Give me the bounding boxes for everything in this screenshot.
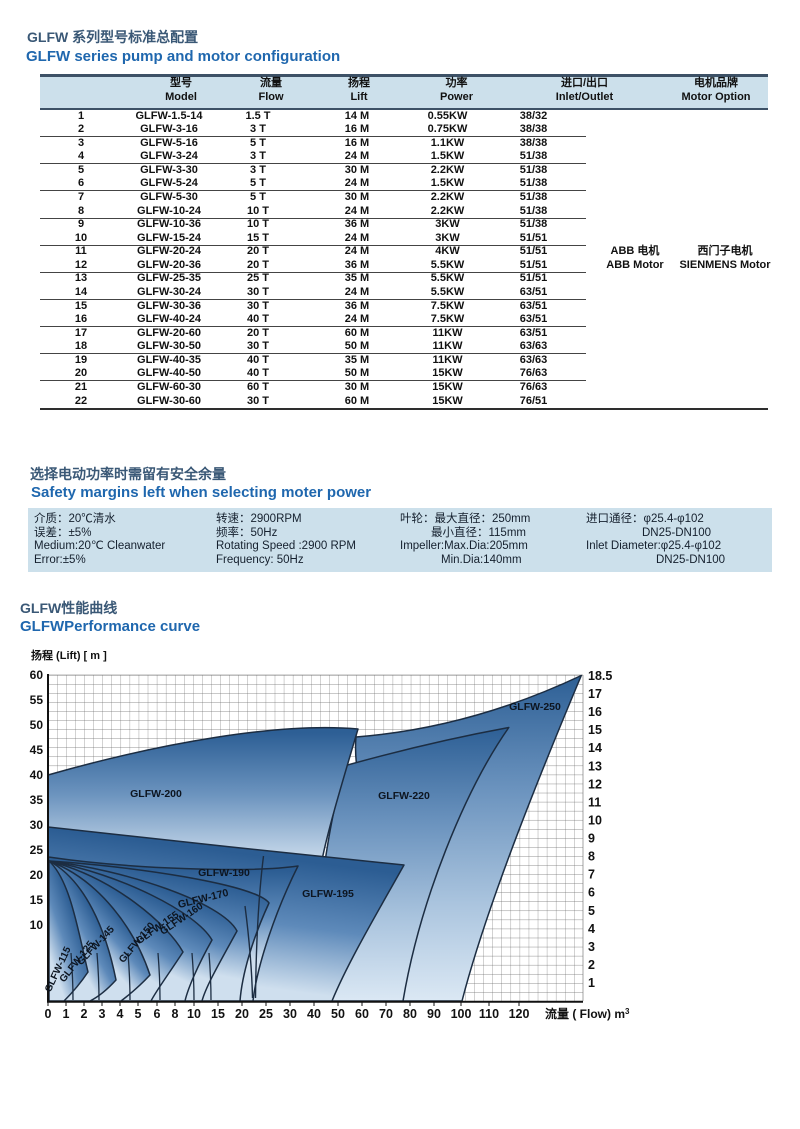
svg-text:25: 25 [259, 1007, 273, 1021]
svg-text:90: 90 [427, 1007, 441, 1021]
svg-text:2: 2 [81, 1007, 88, 1021]
svg-text:3: 3 [99, 1007, 106, 1021]
svg-text:15: 15 [588, 723, 602, 737]
svg-text:2: 2 [588, 958, 595, 972]
svg-text:8: 8 [172, 1007, 179, 1021]
svg-text:16: 16 [588, 705, 602, 719]
svg-text:10: 10 [588, 813, 602, 827]
svg-text:GLFW-190: GLFW-190 [198, 867, 250, 879]
svg-text:GLFW-250: GLFW-250 [509, 701, 561, 713]
svg-text:55: 55 [30, 693, 44, 707]
svg-text:GLFW-220: GLFW-220 [378, 790, 430, 802]
svg-text:GLFW-195: GLFW-195 [302, 888, 354, 900]
svg-text:14: 14 [588, 741, 602, 755]
svg-text:15: 15 [30, 893, 44, 907]
svg-text:GLFW-200: GLFW-200 [130, 788, 182, 800]
svg-text:80: 80 [403, 1007, 417, 1021]
svg-text:60: 60 [355, 1007, 369, 1021]
svg-text:11: 11 [588, 795, 601, 809]
svg-text:4: 4 [117, 1007, 124, 1021]
svg-text:25: 25 [30, 843, 44, 857]
svg-text:12: 12 [588, 777, 602, 791]
svg-text:30: 30 [30, 818, 44, 832]
svg-text:70: 70 [379, 1007, 393, 1021]
svg-text:13: 13 [588, 759, 602, 773]
svg-text:50: 50 [30, 718, 44, 732]
svg-text:1: 1 [63, 1007, 70, 1021]
svg-text:18.5: 18.5 [588, 669, 612, 683]
svg-text:15: 15 [211, 1007, 225, 1021]
svg-text:10: 10 [30, 918, 44, 932]
svg-text:17: 17 [588, 687, 602, 701]
svg-text:120: 120 [509, 1007, 530, 1021]
svg-text:20: 20 [235, 1007, 249, 1021]
svg-text:9: 9 [588, 832, 595, 846]
svg-text:20: 20 [30, 868, 44, 882]
svg-text:8: 8 [588, 850, 595, 864]
svg-text:5: 5 [135, 1007, 142, 1021]
svg-text:6: 6 [588, 886, 595, 900]
svg-text:7: 7 [588, 868, 595, 882]
svg-text:50: 50 [331, 1007, 345, 1021]
svg-text:4: 4 [588, 922, 595, 936]
svg-text:30: 30 [283, 1007, 297, 1021]
svg-text:流量 ( Flow) m3: 流量 ( Flow) m3 [545, 1006, 630, 1021]
svg-text:100: 100 [451, 1007, 472, 1021]
svg-text:5: 5 [588, 904, 595, 918]
svg-text:10: 10 [187, 1007, 201, 1021]
svg-text:60: 60 [30, 668, 44, 682]
svg-text:0: 0 [45, 1007, 52, 1021]
svg-text:35: 35 [30, 793, 44, 807]
svg-text:3: 3 [588, 940, 595, 954]
svg-text:110: 110 [479, 1007, 499, 1021]
svg-text:40: 40 [30, 768, 44, 782]
svg-text:45: 45 [30, 743, 44, 757]
svg-text:1: 1 [588, 976, 595, 990]
svg-text:40: 40 [307, 1007, 321, 1021]
svg-text:6: 6 [154, 1007, 161, 1021]
